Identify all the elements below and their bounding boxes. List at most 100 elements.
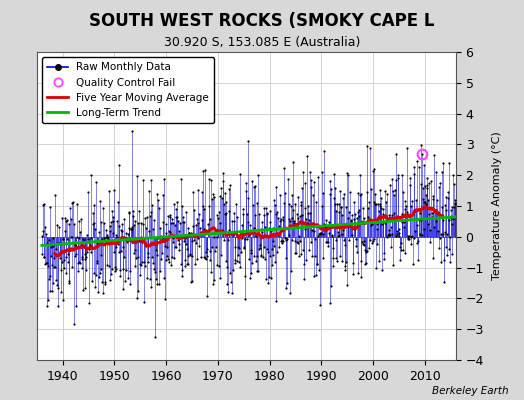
- Point: [152, 191, 161, 198]
- Point: [158, 236, 166, 243]
- Point: [182, 261, 191, 267]
- Point: [382, 218, 390, 224]
- Point: [227, 218, 236, 224]
- Point: [424, 196, 432, 203]
- Point: [305, 210, 314, 216]
- Point: [259, 254, 267, 260]
- Point: [395, 226, 403, 232]
- Point: [155, 281, 163, 287]
- Point: [445, 245, 454, 252]
- Point: [248, 259, 256, 266]
- Point: [448, 250, 456, 257]
- Point: [413, 222, 421, 228]
- Point: [306, 168, 314, 175]
- Point: [386, 232, 394, 238]
- Point: [77, 216, 85, 222]
- Point: [121, 235, 129, 241]
- Point: [235, 245, 244, 251]
- Point: [419, 196, 427, 202]
- Point: [68, 234, 76, 240]
- Point: [246, 222, 254, 228]
- Point: [413, 240, 422, 246]
- Point: [282, 285, 290, 291]
- Point: [329, 254, 337, 261]
- Point: [303, 221, 312, 227]
- Point: [113, 234, 121, 240]
- Point: [431, 208, 439, 214]
- Point: [447, 221, 456, 227]
- Point: [154, 235, 162, 241]
- Point: [358, 238, 366, 245]
- Point: [425, 239, 434, 246]
- Point: [315, 267, 323, 274]
- Point: [411, 208, 420, 214]
- Point: [436, 180, 444, 186]
- Point: [311, 236, 319, 242]
- Point: [311, 253, 320, 259]
- Point: [422, 201, 430, 207]
- Point: [261, 224, 269, 230]
- Point: [208, 244, 216, 250]
- Point: [371, 191, 379, 197]
- Point: [397, 247, 405, 253]
- Point: [200, 254, 208, 260]
- Point: [435, 211, 444, 217]
- Point: [292, 222, 300, 229]
- Point: [153, 252, 161, 258]
- Point: [409, 171, 418, 178]
- Point: [269, 238, 278, 244]
- Point: [280, 200, 288, 206]
- Point: [188, 253, 196, 259]
- Point: [346, 222, 354, 228]
- Point: [75, 260, 84, 266]
- Point: [124, 274, 132, 281]
- Point: [310, 179, 318, 185]
- Point: [100, 235, 108, 241]
- Point: [333, 201, 342, 207]
- Point: [72, 251, 81, 257]
- Point: [282, 280, 291, 286]
- Point: [215, 263, 223, 269]
- Point: [157, 233, 165, 239]
- Point: [221, 258, 230, 264]
- Point: [196, 228, 205, 235]
- Point: [214, 209, 223, 216]
- Point: [377, 194, 385, 201]
- Point: [90, 220, 98, 226]
- Point: [307, 184, 315, 191]
- Point: [105, 228, 114, 235]
- Point: [401, 250, 409, 256]
- Point: [92, 272, 101, 278]
- Text: SOUTH WEST ROCKS (SMOKY CAPE L: SOUTH WEST ROCKS (SMOKY CAPE L: [89, 12, 435, 30]
- Point: [193, 216, 201, 223]
- Point: [246, 275, 254, 281]
- Point: [429, 196, 438, 203]
- Point: [290, 220, 298, 226]
- Point: [355, 213, 364, 219]
- Point: [42, 260, 50, 266]
- Point: [348, 222, 356, 229]
- Point: [268, 245, 276, 252]
- Point: [339, 227, 347, 233]
- Point: [254, 268, 263, 274]
- Point: [340, 237, 348, 243]
- Point: [266, 208, 275, 214]
- Point: [294, 194, 302, 200]
- Point: [84, 238, 92, 245]
- Point: [341, 242, 349, 248]
- Point: [281, 237, 290, 244]
- Point: [314, 233, 322, 239]
- Point: [132, 254, 140, 261]
- Point: [168, 216, 176, 222]
- Point: [161, 221, 170, 228]
- Point: [130, 250, 138, 256]
- Point: [310, 228, 319, 234]
- Point: [124, 230, 132, 237]
- Point: [176, 220, 184, 226]
- Point: [85, 246, 93, 252]
- Point: [313, 261, 322, 268]
- Point: [147, 284, 156, 290]
- Point: [362, 248, 370, 255]
- Point: [151, 334, 159, 340]
- Point: [275, 230, 283, 237]
